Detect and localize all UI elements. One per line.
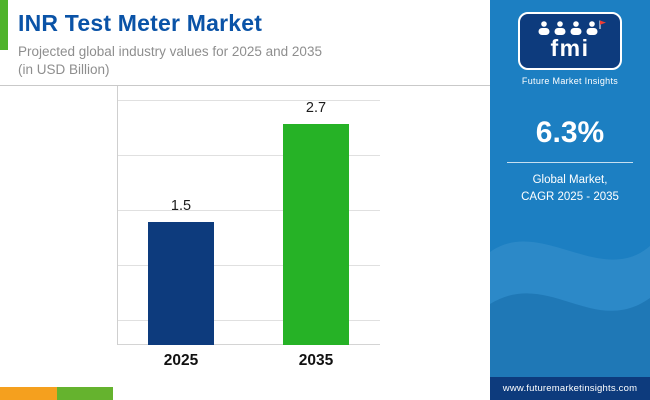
- x-tick-label-2025: 2025: [163, 352, 199, 369]
- plot-area: 1.5 2.7: [118, 100, 380, 345]
- bar-value-label: 1.5: [170, 198, 192, 214]
- gridline: [118, 155, 380, 156]
- sidebar-content: fmi Future Market Insights 6.3% Global M…: [490, 12, 650, 207]
- page-subtitle: Projected global industry values for 202…: [18, 43, 490, 78]
- cagr-label-line-1: Global Market,: [532, 174, 608, 186]
- fmi-logo: fmi: [518, 12, 622, 70]
- decorative-waves: [490, 241, 650, 400]
- top-left-accent-bar: [0, 0, 8, 50]
- bottom-stripe-green: [57, 387, 113, 400]
- logo-caption: Future Market Insights: [521, 76, 619, 86]
- gridline: [118, 210, 380, 211]
- x-tick-label-2035: 2035: [298, 352, 334, 369]
- gridline: [118, 100, 380, 101]
- chart-pane: INR Test Meter Market Projected global i…: [0, 0, 490, 400]
- bar-value-label: 2.7: [305, 100, 327, 116]
- header: INR Test Meter Market Projected global i…: [0, 0, 490, 86]
- bar-2025: 1.5: [148, 198, 214, 345]
- gridline: [118, 320, 380, 321]
- bottom-stripe-orange: [0, 387, 57, 400]
- website-bar: www.futuremarketinsights.com: [490, 377, 650, 400]
- sidebar: fmi Future Market Insights 6.3% Global M…: [490, 0, 650, 400]
- subtitle-line-1: Projected global industry values for 202…: [18, 44, 322, 59]
- website-url: www.futuremarketinsights.com: [502, 383, 638, 394]
- subtitle-line-2: (in USD Billion): [18, 61, 110, 77]
- cagr-label-line-2: CAGR 2025 - 2035: [521, 191, 619, 204]
- page-title: INR Test Meter Market: [18, 10, 263, 36]
- divider: [507, 162, 633, 163]
- logo-text: fmi: [550, 35, 590, 61]
- people-flag-icon: [538, 20, 606, 35]
- y-axis-line: [117, 86, 118, 345]
- bar-2035: 2.7: [283, 100, 349, 345]
- cagr-label: Global Market, CAGR 2025 - 2035: [490, 172, 650, 207]
- x-axis-line: [118, 344, 380, 345]
- gridline: [118, 265, 380, 266]
- cagr-value: 6.3%: [535, 116, 605, 149]
